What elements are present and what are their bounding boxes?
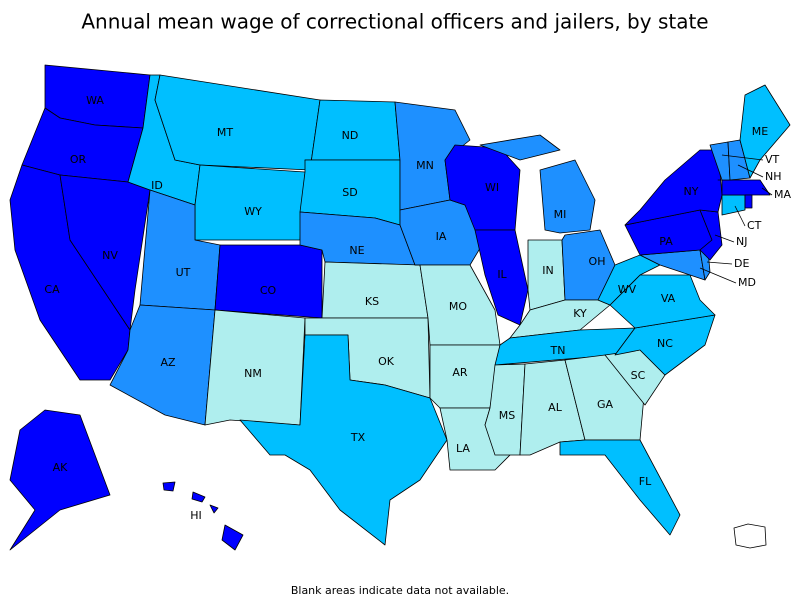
state-shape bbox=[721, 179, 771, 196]
state-label: SC bbox=[631, 369, 646, 382]
state-shape bbox=[239, 334, 448, 546]
leader-line bbox=[699, 267, 737, 284]
state-label: OK bbox=[378, 355, 395, 368]
state-label: IA bbox=[436, 230, 447, 243]
state-label: MA bbox=[774, 188, 791, 201]
state-label: HI bbox=[190, 509, 202, 522]
state-label: MT bbox=[217, 126, 233, 139]
leader-line bbox=[706, 261, 733, 265]
state-label: MI bbox=[554, 208, 567, 221]
state-label: DE bbox=[734, 257, 749, 270]
state-shape bbox=[154, 74, 321, 171]
state-label: NY bbox=[684, 185, 699, 198]
state-labels: WA OR CA NV ID MT WY UT CO AZ NM ND SD NE KS OK TX MN IA MO… bbox=[44, 94, 791, 522]
state-label: WA bbox=[86, 94, 104, 107]
state-label: CA bbox=[44, 283, 60, 296]
state-shape bbox=[709, 141, 731, 181]
state-shape bbox=[9, 409, 111, 551]
state-label: NV bbox=[102, 249, 118, 262]
state-shape bbox=[721, 194, 746, 216]
state-label: TX bbox=[350, 431, 366, 444]
state-label: KS bbox=[365, 295, 379, 308]
state-label: OR bbox=[70, 153, 87, 166]
state-shape bbox=[221, 524, 244, 551]
state-label: IN bbox=[542, 264, 553, 277]
state-label: MO bbox=[449, 300, 467, 313]
state-label: OH bbox=[589, 255, 606, 268]
state-shape bbox=[162, 481, 176, 492]
state-label: GA bbox=[597, 398, 614, 411]
state-label: FL bbox=[639, 475, 652, 488]
state-label: LA bbox=[456, 442, 470, 455]
state-shape bbox=[214, 244, 323, 319]
footnote: Blank areas indicate data not available. bbox=[291, 584, 509, 597]
state-shape bbox=[191, 491, 206, 503]
leader-line bbox=[714, 234, 735, 243]
states bbox=[9, 64, 791, 551]
state-label: NJ bbox=[736, 235, 747, 248]
state-label: AL bbox=[548, 401, 563, 414]
state-label: SD bbox=[342, 186, 357, 199]
leader-line bbox=[734, 205, 746, 227]
state-label: CT bbox=[747, 219, 762, 232]
state-label: KY bbox=[573, 307, 587, 320]
state-label: WI bbox=[485, 181, 499, 194]
leader-line bbox=[761, 187, 773, 196]
state-shape bbox=[209, 504, 219, 514]
state-shape bbox=[739, 84, 791, 179]
state-label: VT bbox=[765, 153, 780, 166]
puerto-rico bbox=[733, 523, 767, 549]
state-label: AR bbox=[452, 366, 468, 379]
state-label: NC bbox=[657, 337, 673, 350]
leader-line bbox=[721, 154, 764, 161]
state-label: TN bbox=[550, 344, 566, 357]
state-label: NH bbox=[765, 170, 782, 183]
state-shape bbox=[559, 439, 681, 536]
state-label: MS bbox=[499, 409, 515, 422]
state-label: ND bbox=[342, 129, 359, 142]
state-label: ME bbox=[752, 125, 768, 138]
state-label: UT bbox=[176, 266, 191, 279]
state-label: VA bbox=[661, 292, 676, 305]
state-label: NE bbox=[349, 244, 364, 257]
state-label: PA bbox=[659, 235, 673, 248]
state-shape bbox=[539, 159, 596, 234]
state-shape bbox=[194, 164, 306, 241]
state-label: MD bbox=[738, 276, 756, 289]
state-shape bbox=[321, 261, 429, 319]
leader-line bbox=[737, 164, 764, 178]
state-shape bbox=[744, 194, 753, 209]
state-shape bbox=[479, 134, 561, 161]
state-label: AK bbox=[53, 461, 69, 474]
state-label: ID bbox=[151, 179, 163, 192]
state-label: IL bbox=[497, 268, 507, 281]
state-label: AZ bbox=[160, 356, 176, 369]
map-title: Annual mean wage of correctional officer… bbox=[81, 10, 708, 34]
state-label: WY bbox=[244, 205, 262, 218]
state-label: MN bbox=[416, 159, 434, 172]
state-label: CO bbox=[260, 284, 277, 297]
state-label: WV bbox=[618, 283, 637, 296]
state-label: NM bbox=[244, 367, 262, 380]
